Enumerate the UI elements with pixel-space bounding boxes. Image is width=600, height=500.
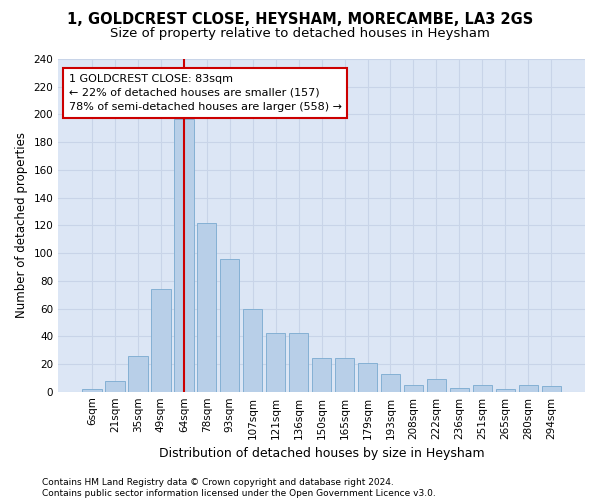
Bar xyxy=(427,379,446,392)
Bar xyxy=(335,358,355,392)
Bar xyxy=(496,389,515,392)
Bar xyxy=(381,374,400,392)
Bar xyxy=(197,222,217,392)
Bar xyxy=(289,334,308,392)
Bar xyxy=(449,388,469,392)
Bar xyxy=(128,356,148,392)
Bar xyxy=(105,380,125,392)
Bar xyxy=(404,384,423,392)
Bar xyxy=(243,308,262,392)
Text: 1, GOLDCREST CLOSE, HEYSHAM, MORECAMBE, LA3 2GS: 1, GOLDCREST CLOSE, HEYSHAM, MORECAMBE, … xyxy=(67,12,533,28)
Bar xyxy=(518,384,538,392)
X-axis label: Distribution of detached houses by size in Heysham: Distribution of detached houses by size … xyxy=(159,447,484,460)
Bar xyxy=(266,334,286,392)
Text: Size of property relative to detached houses in Heysham: Size of property relative to detached ho… xyxy=(110,28,490,40)
Bar xyxy=(151,289,170,392)
Bar xyxy=(473,384,492,392)
Text: 1 GOLDCREST CLOSE: 83sqm
← 22% of detached houses are smaller (157)
78% of semi-: 1 GOLDCREST CLOSE: 83sqm ← 22% of detach… xyxy=(69,74,342,112)
Bar xyxy=(358,362,377,392)
Bar xyxy=(82,389,101,392)
Bar xyxy=(312,358,331,392)
Bar xyxy=(174,118,194,392)
Text: Contains HM Land Registry data © Crown copyright and database right 2024.
Contai: Contains HM Land Registry data © Crown c… xyxy=(42,478,436,498)
Y-axis label: Number of detached properties: Number of detached properties xyxy=(15,132,28,318)
Bar xyxy=(220,258,239,392)
Bar xyxy=(542,386,561,392)
